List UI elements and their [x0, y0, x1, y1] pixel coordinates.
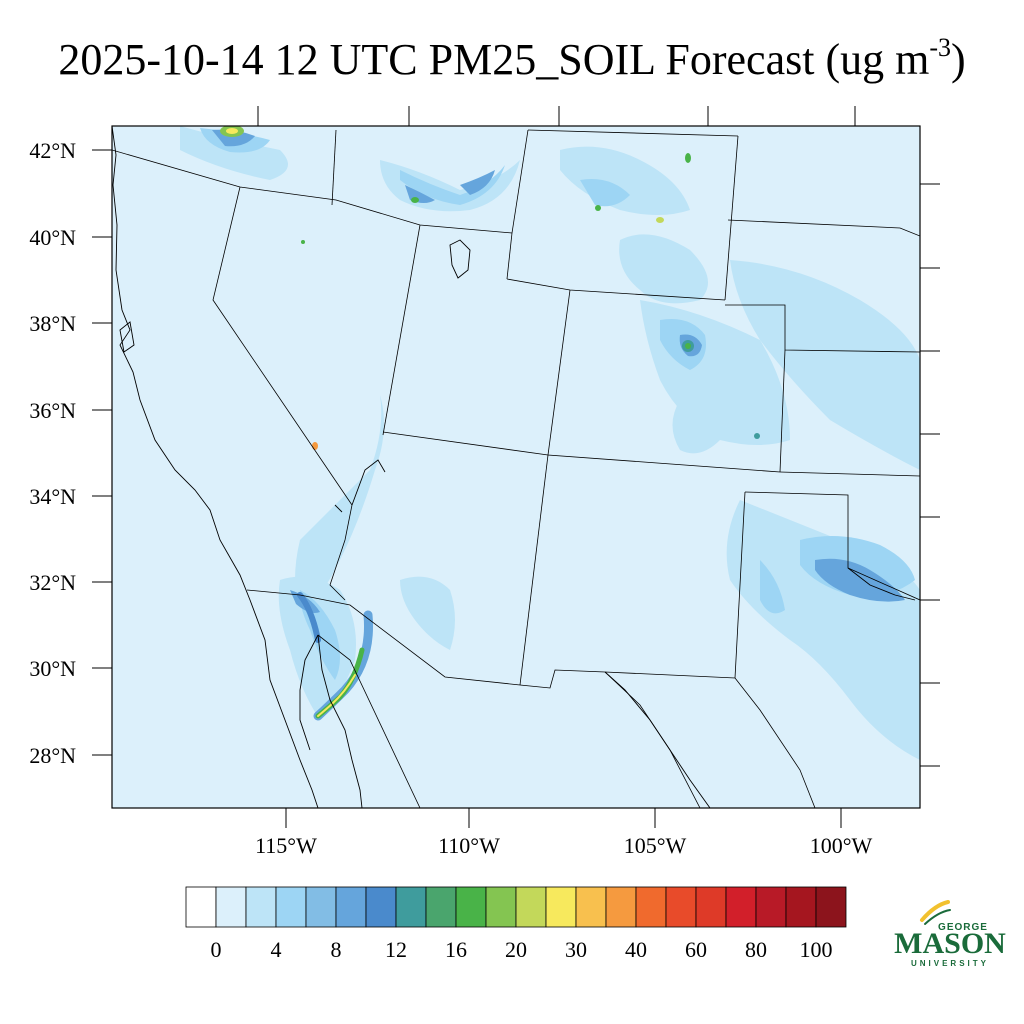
colorbar-label: 60 [685, 937, 707, 962]
coastlines [112, 126, 916, 808]
colorbar-swatch [305, 886, 337, 928]
colorbar-swatch [545, 886, 577, 928]
colorbar-swatch [575, 886, 607, 928]
lat-label: 28°N [29, 743, 76, 768]
colorbar-swatch [335, 886, 367, 928]
colorbar-label: 4 [271, 937, 282, 962]
colorbar-swatch [785, 886, 817, 928]
colorbar-labels: 0 4 8 12 16 20 30 40 60 80 100 [211, 937, 833, 962]
map-frame [111, 125, 921, 809]
colorbar-label: 16 [445, 937, 467, 962]
colorbar-swatch [425, 886, 457, 928]
title-exponent: -3 [929, 33, 951, 62]
lon-label: 110°W [438, 833, 500, 858]
colorbar-swatch [695, 886, 727, 928]
top-ticks [257, 106, 856, 126]
lon-label: 100°W [810, 833, 873, 858]
lat-label: 40°N [29, 225, 76, 250]
latitude-labels: 42°N 40°N 38°N 36°N 34°N 32°N 30°N 28°N [29, 138, 76, 768]
lat-label: 36°N [29, 398, 76, 423]
colorbar-label: 8 [331, 937, 342, 962]
left-ticks [92, 149, 112, 756]
colorbar-swatch [515, 886, 547, 928]
colorbar-label: 20 [505, 937, 527, 962]
colorbar-swatch [245, 886, 277, 928]
map-background [112, 126, 920, 808]
colorbar-swatch [275, 886, 307, 928]
title-close: ) [951, 35, 966, 84]
colorbar-swatch [485, 886, 517, 928]
logo-bottom-text: UNIVERSITY [911, 959, 989, 968]
concentration-field [180, 126, 920, 760]
colorbar-swatch [635, 886, 667, 928]
colorbar-swatch [215, 886, 247, 928]
colorbar-label: 30 [565, 937, 587, 962]
colorbar-swatch [605, 886, 637, 928]
colorbar-label: 12 [385, 937, 407, 962]
lat-label: 32°N [29, 570, 76, 595]
logo-swoosh [920, 900, 950, 922]
colorbar-swatch [665, 886, 697, 928]
logo-top-text: GEORGE [938, 922, 988, 933]
bottom-ticks [285, 808, 842, 828]
colorbar-label: 80 [745, 937, 767, 962]
logo-swoosh-green [924, 909, 951, 925]
colorbar [185, 886, 847, 928]
colorbar-swatch [725, 886, 757, 928]
colorbar-label: 100 [800, 937, 833, 962]
logo-main-text: MASON [894, 927, 1006, 960]
colorbar-label: 40 [625, 937, 647, 962]
colorbar-swatch [365, 886, 397, 928]
colorbar-swatch [185, 886, 217, 928]
colorbar-swatch [755, 886, 787, 928]
lat-label: 42°N [29, 138, 76, 163]
state-boundaries [112, 129, 920, 808]
university-logo: GEORGE MASON UNIVERSITY [894, 900, 1006, 968]
map-title: 2025-10-14 12 UTC PM25_SOIL Forecast (ug… [0, 30, 1024, 90]
longitude-labels: 115°W 110°W 105°W 100°W [255, 833, 872, 858]
colorbar-swatch [455, 886, 487, 928]
lat-label: 30°N [29, 656, 76, 681]
colorbar-label: 0 [211, 937, 222, 962]
lon-label: 115°W [255, 833, 317, 858]
colorbar-swatch [815, 886, 847, 928]
lon-label: 105°W [624, 833, 687, 858]
colorbar-swatch [395, 886, 427, 928]
right-ticks [920, 183, 940, 767]
lat-label: 38°N [29, 311, 76, 336]
lat-label: 34°N [29, 484, 76, 509]
title-text: 2025-10-14 12 UTC PM25_SOIL Forecast (ug… [58, 35, 930, 84]
